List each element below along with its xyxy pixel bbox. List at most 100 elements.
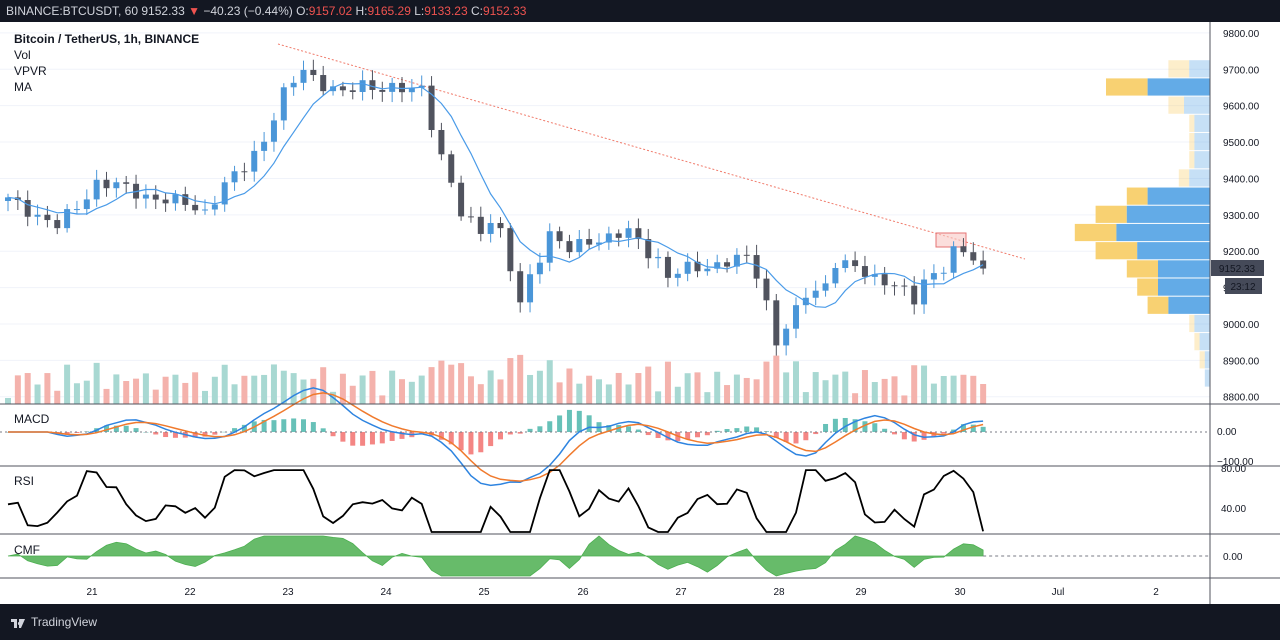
macd-histogram-bar [458, 432, 464, 451]
macd-histogram-bar [882, 428, 888, 432]
volume-bar [773, 355, 780, 404]
volume-bar [428, 367, 435, 404]
volume-bar [940, 375, 947, 404]
macd-histogram-bar [438, 432, 444, 440]
macd-histogram-bar [606, 425, 612, 432]
volume-bar [871, 382, 878, 404]
volume-bar [438, 360, 445, 404]
time-scale[interactable]: 21 22 23 24 25 26 27 28 29 30 Jul 2 [86, 587, 1159, 598]
price-tick-label: 9200.00 [1223, 247, 1260, 258]
macd-histogram-bar [360, 432, 366, 446]
volume-bar [152, 389, 159, 404]
candle-body [261, 141, 268, 151]
open-value: 9157.02 [308, 4, 353, 18]
volume-bar [881, 378, 888, 404]
rsi-label: RSI [14, 474, 34, 488]
macd-histogram-bar [507, 432, 513, 435]
candle-body [330, 86, 337, 92]
macd-histogram-bar [892, 432, 897, 435]
highlight-box[interactable] [935, 232, 967, 248]
cmf-area [7, 535, 984, 577]
candle-body [812, 290, 819, 298]
macd-histogram-bar [468, 432, 474, 455]
volume-bar [497, 379, 504, 404]
volume-bar [44, 373, 51, 404]
candle-body [753, 255, 760, 279]
candle-body [625, 228, 632, 238]
price-tick-label: 8900.00 [1223, 356, 1260, 367]
candle-body [832, 268, 839, 284]
volume-bar [901, 395, 908, 404]
volume-profile [1074, 60, 1210, 387]
candle-body [852, 260, 859, 267]
macd-histogram-bar [379, 432, 385, 444]
macd-histogram-bar [754, 427, 760, 432]
volume-bar [221, 364, 228, 404]
legend-vol[interactable]: Vol [14, 48, 31, 62]
candle-body [881, 274, 888, 286]
candle-body [487, 222, 494, 234]
volume-bar [113, 374, 120, 404]
volume-bar [802, 392, 809, 404]
macd-histogram-bar [685, 432, 691, 440]
volume-bar [517, 354, 524, 404]
candle-body [822, 283, 829, 291]
price-chart[interactable]: 9800.00 9700.00 9600.00 9500.00 9400.00 9300.… [0, 22, 1280, 608]
candle-body [930, 273, 937, 280]
volume-bar [349, 385, 356, 404]
down-arrow-icon: ▼ [188, 4, 200, 18]
macd-histogram-bar [773, 432, 779, 438]
time-tick-label: 23 [282, 587, 294, 598]
macd-histogram-bar [714, 430, 720, 432]
candle-body [664, 256, 671, 278]
volume-bar [458, 363, 465, 404]
price-scale[interactable]: 9800.00 9700.00 9600.00 9500.00 9400.00 9300.… [1217, 29, 1260, 563]
candle-body [714, 262, 721, 269]
volume-bars [5, 354, 987, 404]
symbol-label[interactable]: BINANCE:BTCUSDT, 60 [6, 4, 139, 18]
vpvr-bar-down [1095, 242, 1138, 260]
vpvr-bar-down [1189, 314, 1195, 333]
candle-body [861, 266, 868, 277]
macd-histogram-bar [113, 425, 119, 432]
candle-body [674, 273, 681, 278]
vpvr-bar-up [1184, 96, 1210, 114]
volume-bar [822, 380, 829, 404]
macd-histogram-bar [557, 415, 563, 432]
macd-signal-line [8, 392, 984, 482]
trend-line[interactable] [277, 43, 1026, 260]
candle-body [192, 204, 199, 211]
price-tick-label: 9300.00 [1223, 211, 1260, 222]
candle-body [103, 179, 110, 189]
macd-label: MACD [14, 412, 50, 426]
candle-body [211, 204, 218, 210]
candle-body [536, 262, 543, 275]
macd-histogram-bar [527, 428, 533, 432]
candle-body [251, 150, 258, 172]
pane-separators [0, 22, 1280, 604]
volume-bar [261, 374, 268, 404]
vpvr-bar-down [1194, 333, 1200, 351]
volume-bar [812, 372, 819, 404]
macd-histogram-bar [478, 432, 484, 453]
macd-histogram-bar [369, 432, 375, 445]
volume-bar [655, 391, 662, 404]
volume-bar [960, 374, 967, 404]
vpvr-bar-up [1189, 60, 1210, 78]
legend-ma[interactable]: MA [14, 80, 32, 94]
volume-bar [832, 374, 839, 404]
moving-average-line [7, 82, 984, 308]
vpvr-bar-down [1178, 169, 1190, 187]
vpvr-bar-down [1189, 132, 1195, 151]
candle-body [93, 179, 100, 200]
volume-bar [142, 373, 149, 404]
last-price-tag-value: 9152.33 [1219, 264, 1256, 275]
candle-body [399, 82, 405, 93]
macd-histogram-bar [655, 432, 661, 439]
volume-bar [753, 379, 760, 404]
volume-bar [389, 370, 396, 404]
macd-histogram-bar [941, 432, 947, 434]
legend-vpvr[interactable]: VPVR [14, 64, 47, 78]
candle-body [458, 182, 465, 217]
macd-histogram-bar [970, 424, 976, 432]
